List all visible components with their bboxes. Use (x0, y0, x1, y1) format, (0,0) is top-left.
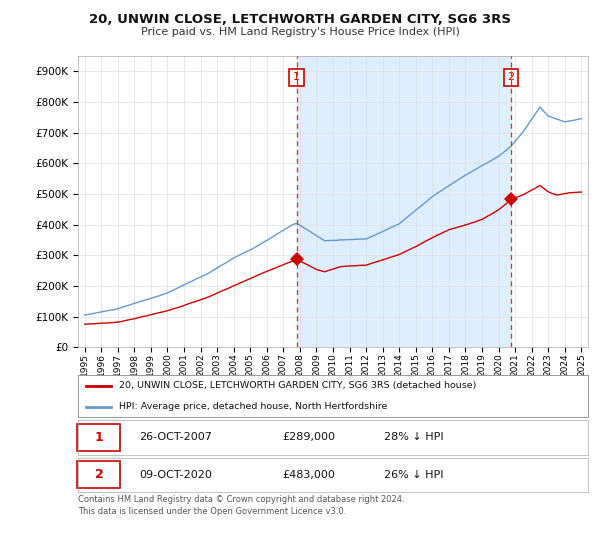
Text: 2: 2 (95, 468, 103, 482)
Text: 26% ↓ HPI: 26% ↓ HPI (384, 470, 443, 480)
Text: 1: 1 (293, 72, 300, 82)
Bar (296, 56, 511, 347)
Text: 2: 2 (508, 72, 515, 82)
Text: 20, UNWIN CLOSE, LETCHWORTH GARDEN CITY, SG6 3RS (detached house): 20, UNWIN CLOSE, LETCHWORTH GARDEN CITY,… (119, 381, 476, 390)
Text: 26-OCT-2007: 26-OCT-2007 (139, 432, 212, 442)
FancyBboxPatch shape (77, 461, 121, 488)
Text: 20, UNWIN CLOSE, LETCHWORTH GARDEN CITY, SG6 3RS: 20, UNWIN CLOSE, LETCHWORTH GARDEN CITY,… (89, 13, 511, 26)
Text: £289,000: £289,000 (282, 432, 335, 442)
FancyBboxPatch shape (77, 424, 121, 451)
Text: Contains HM Land Registry data © Crown copyright and database right 2024.
This d: Contains HM Land Registry data © Crown c… (78, 495, 404, 516)
Text: Price paid vs. HM Land Registry's House Price Index (HPI): Price paid vs. HM Land Registry's House … (140, 27, 460, 38)
Text: 1: 1 (95, 431, 103, 444)
Text: HPI: Average price, detached house, North Hertfordshire: HPI: Average price, detached house, Nort… (119, 402, 387, 411)
Text: 09-OCT-2020: 09-OCT-2020 (139, 470, 212, 480)
Text: 28% ↓ HPI: 28% ↓ HPI (384, 432, 443, 442)
Text: £483,000: £483,000 (282, 470, 335, 480)
